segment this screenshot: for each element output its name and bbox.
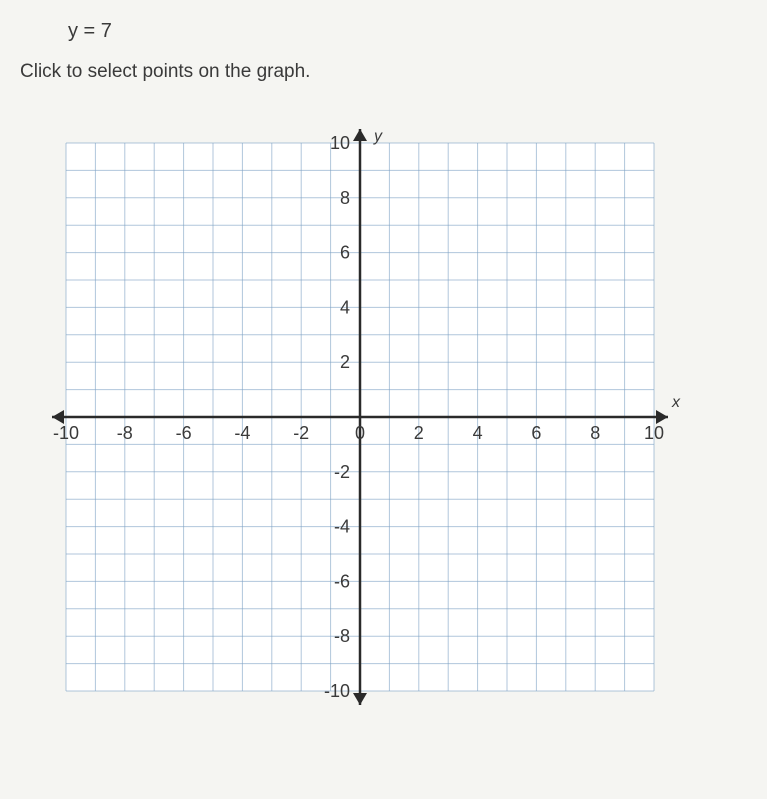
svg-text:-4: -4 — [334, 517, 350, 537]
svg-text:x: x — [671, 394, 681, 411]
svg-text:-6: -6 — [176, 423, 192, 443]
svg-text:-4: -4 — [234, 423, 250, 443]
svg-text:-10: -10 — [324, 681, 350, 701]
svg-text:-2: -2 — [334, 462, 350, 482]
svg-text:2: 2 — [414, 423, 424, 443]
svg-text:-8: -8 — [117, 423, 133, 443]
svg-text:-8: -8 — [334, 626, 350, 646]
svg-text:-10: -10 — [53, 423, 79, 443]
svg-text:8: 8 — [590, 423, 600, 443]
svg-text:10: 10 — [644, 423, 664, 443]
graph-container: -10-8-6-4-20246810-10-8-6-4-2246810xy — [30, 107, 747, 727]
equation-text: y = 7 — [68, 20, 747, 43]
svg-text:6: 6 — [340, 243, 350, 263]
svg-text:2: 2 — [340, 352, 350, 372]
svg-text:4: 4 — [340, 297, 350, 317]
svg-text:-6: -6 — [334, 571, 350, 591]
svg-text:y: y — [373, 128, 383, 145]
svg-text:6: 6 — [531, 423, 541, 443]
svg-text:8: 8 — [340, 188, 350, 208]
coordinate-graph[interactable]: -10-8-6-4-20246810-10-8-6-4-2246810xy — [30, 107, 690, 727]
svg-text:0: 0 — [355, 423, 365, 443]
instruction-text: Click to select points on the graph. — [20, 61, 747, 83]
svg-text:-2: -2 — [293, 423, 309, 443]
svg-text:4: 4 — [473, 423, 483, 443]
svg-text:10: 10 — [330, 133, 350, 153]
